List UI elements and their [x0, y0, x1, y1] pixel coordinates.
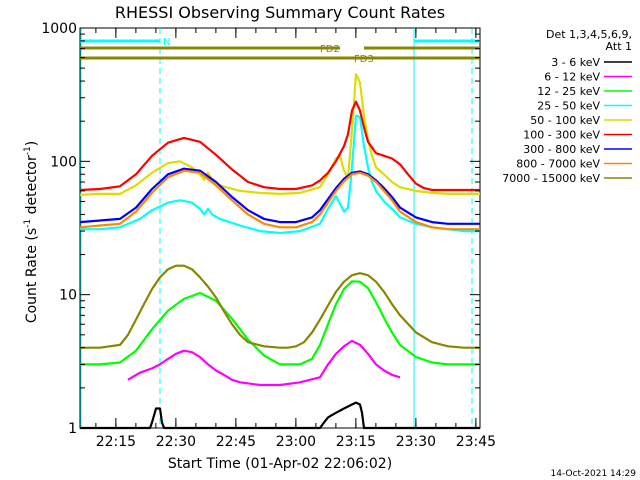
y-tick-label: 1000 — [41, 21, 77, 37]
y-tick-label: 100 — [50, 154, 77, 170]
x-axis-label: Start Time (01-Apr-02 22:06:02) — [168, 456, 392, 472]
y-axis-label-tail-sup: -1 — [23, 146, 33, 155]
chart-title: RHESSI Observing Summary Count Rates — [115, 3, 445, 22]
series-line-9 — [80, 264, 480, 349]
y-axis-label: Count Rate (s-1 detector-1) — [23, 141, 40, 323]
x-tick-label: 22:15 — [96, 434, 136, 450]
footer-date: 14-Oct-2021 14:29 — [551, 469, 637, 479]
legend: Det 1,3,4,5,6,9,Att 1 3 - 6 keV 6 - 12 keV… — [502, 28, 632, 185]
legend-label: 3 - 6 keV — [551, 56, 600, 69]
legend-label: 12 - 25 keV — [537, 85, 600, 98]
legend-label: 800 - 7000 keV — [516, 158, 600, 171]
legend-header: Att 1 — [606, 40, 632, 53]
x-tick-label: 22:45 — [216, 434, 256, 450]
series-line-2 — [127, 339, 401, 387]
y-axis-label-sup: -1 — [23, 219, 33, 228]
legend-label: 300 - 800 keV — [523, 143, 600, 156]
y-axis-label-main: Count Rate (s — [24, 228, 40, 323]
x-tick-label: 23:45 — [456, 434, 496, 450]
series-line-7 — [79, 167, 480, 225]
series-line-6 — [79, 100, 480, 192]
series-line-5 — [79, 73, 480, 196]
series-line-1 — [80, 401, 480, 430]
y-axis-label-tail: detector — [24, 155, 40, 219]
attenuator-flags: N FD2 FD3 — [80, 37, 480, 65]
y-tick-label: 10 — [59, 288, 77, 304]
legend-label: 50 - 100 keV — [530, 114, 600, 127]
x-tick-label: 23:15 — [336, 434, 376, 450]
x-tick-label: 23:00 — [276, 434, 316, 450]
flag-label: FD3 — [354, 54, 374, 65]
series-line-8 — [79, 169, 480, 231]
flag-label: FD2 — [320, 44, 340, 55]
flag-label: N — [163, 37, 170, 48]
series-line-3 — [80, 280, 480, 366]
x-tick-label: 23:30 — [396, 434, 436, 450]
legend-header: Det 1,3,4,5,6,9, — [546, 28, 632, 41]
y-axis-label-close: ) — [24, 141, 40, 146]
legend-label: 7000 - 15000 keV — [502, 172, 600, 185]
legend-label: 25 - 50 keV — [537, 100, 600, 113]
series-lines — [79, 73, 480, 430]
series-line-4 — [80, 114, 480, 235]
x-tick-label: 22:30 — [156, 434, 196, 450]
legend-label: 100 - 300 keV — [523, 129, 600, 142]
axes: 1 10 100 1000 22:15 22:30 22:45 23:00 23:15 23:30… — [41, 21, 496, 450]
legend-label: 6 - 12 keV — [544, 71, 600, 84]
y-tick-label: 1 — [68, 421, 77, 437]
